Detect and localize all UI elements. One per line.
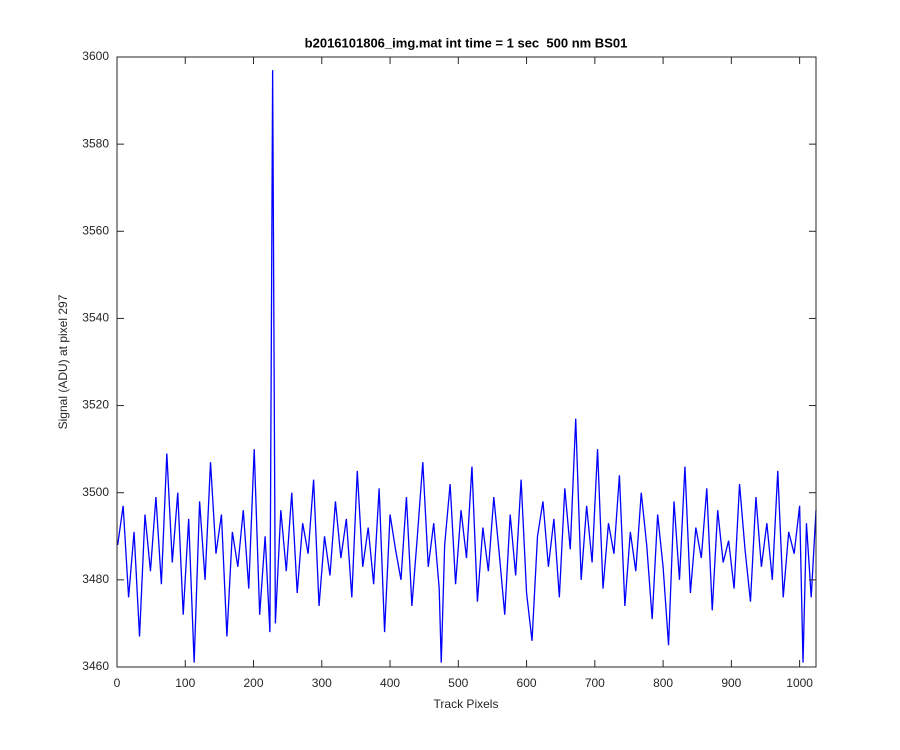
x-tick-label: 500: [448, 676, 468, 690]
y-tick-label: 3500: [82, 485, 109, 499]
y-tick-label: 3600: [82, 49, 109, 63]
y-tick-label: 3460: [82, 659, 109, 673]
x-tick-label: 900: [721, 676, 741, 690]
x-tick-label: 0: [114, 676, 121, 690]
plot-frame: [116, 56, 817, 668]
x-axis-label: Track Pixels: [434, 697, 499, 711]
y-axis-label: Signal (ADU) at pixel 297: [56, 294, 70, 429]
x-tick-label: 300: [312, 676, 332, 690]
x-tick-label: 100: [175, 676, 195, 690]
x-tick-label: 600: [517, 676, 537, 690]
x-tick-label: 700: [585, 676, 605, 690]
y-tick-label: 3540: [82, 311, 109, 325]
y-tick-label: 3520: [82, 398, 109, 412]
y-tick-label: 3560: [82, 223, 109, 237]
data-line: [117, 70, 817, 663]
y-tick-label: 3580: [82, 136, 109, 150]
y-tick-label: 3480: [82, 572, 109, 586]
x-tick-label: 1000: [786, 676, 813, 690]
x-tick-label: 200: [244, 676, 264, 690]
chart-title: b2016101806_img.mat int time = 1 sec 500…: [305, 35, 628, 50]
x-tick-label: 800: [653, 676, 673, 690]
x-tick-label: 400: [380, 676, 400, 690]
